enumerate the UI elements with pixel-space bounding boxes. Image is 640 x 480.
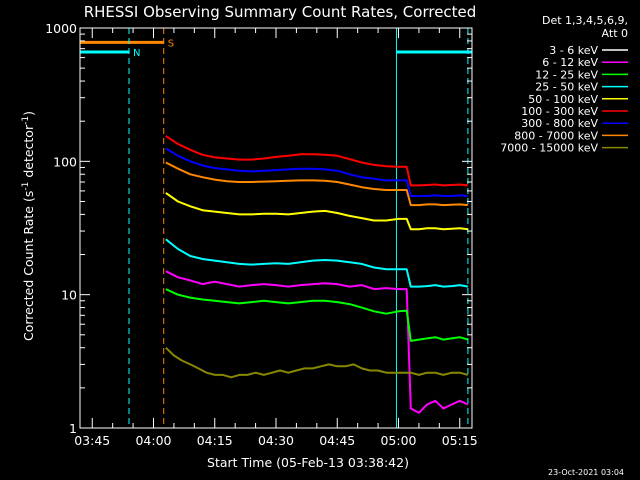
y-axis-label-main: Corrected Count Rate (s bbox=[21, 191, 36, 341]
series-lines bbox=[165, 135, 469, 414]
series-line-7000-15000-kev bbox=[165, 346, 469, 379]
x-tick-label: 04:45 bbox=[319, 433, 355, 448]
legend-label-300-800-kev: 300 - 800 keV bbox=[521, 117, 598, 130]
series-line-12-25-kev bbox=[165, 288, 469, 342]
series-line-800-7000-kev bbox=[165, 161, 468, 207]
footer-date: 23-Oct-2021 03:04 bbox=[548, 468, 624, 477]
legend-label-25-50-kev: 25 - 50 keV bbox=[535, 81, 598, 94]
flag-s-label: S bbox=[168, 38, 174, 49]
y-tick-label: 1 bbox=[69, 421, 77, 436]
legend-label-800-7000-kev: 800 - 7000 keV bbox=[514, 129, 598, 142]
y-tick-label: 100 bbox=[53, 154, 77, 169]
x-tick-label: 03:45 bbox=[74, 433, 110, 448]
y-axis-label-sup2: -1 bbox=[21, 116, 31, 125]
y-tick-label: 1000 bbox=[45, 21, 77, 36]
x-tick-label: 04:30 bbox=[258, 433, 294, 448]
y-tick-label: 10 bbox=[61, 288, 77, 303]
flag-lines: NS bbox=[80, 38, 472, 59]
legend-header-line-2: Att 0 bbox=[602, 27, 628, 40]
legend-header-line-1: Det 1,3,4,5,6,9, bbox=[542, 14, 628, 27]
y-axis-label-sup1: -1 bbox=[21, 182, 31, 191]
y-axis-label: Corrected Count Rate (s-1 detector-1) bbox=[21, 111, 36, 341]
vertical-markers bbox=[128, 28, 469, 428]
legend-label-12-25-kev: 12 - 25 keV bbox=[535, 68, 598, 81]
x-axis-label: Start Time (05-Feb-13 03:38:42) bbox=[207, 455, 409, 470]
y-axis-label-end: ) bbox=[21, 111, 36, 116]
legend-label-50-100-kev: 50 - 100 keV bbox=[528, 93, 598, 106]
x-tick-label: 04:00 bbox=[135, 433, 171, 448]
x-tick-label: 04:15 bbox=[197, 433, 233, 448]
axes: 1 10 100 1000 03:45 04:00 04:15 04:30 04:45 05:00… bbox=[45, 21, 478, 448]
series-line-25-50-kev bbox=[165, 238, 469, 288]
legend-label-7000-15000-kev: 7000 - 15000 keV bbox=[500, 142, 598, 155]
series-line-300-800-kev bbox=[165, 147, 468, 197]
series-line-100-300-kev bbox=[165, 135, 469, 187]
y-axis-label-mid: detector bbox=[21, 124, 36, 182]
x-tick-label: 05:00 bbox=[380, 433, 416, 448]
legend-label-100-300-kev: 100 - 300 keV bbox=[521, 105, 598, 118]
x-tick-label: 05:15 bbox=[442, 433, 478, 448]
legend-label-6-12-kev: 6 - 12 keV bbox=[542, 56, 598, 69]
series-line-50-100-kev bbox=[165, 192, 469, 231]
flag-n-label: N bbox=[133, 48, 140, 59]
chart-title: RHESSI Observing Summary Count Rates, Co… bbox=[84, 3, 477, 21]
legend-label-3-6-kev: 3 - 6 keV bbox=[549, 44, 598, 57]
series-line-6-12-kev bbox=[165, 270, 469, 414]
